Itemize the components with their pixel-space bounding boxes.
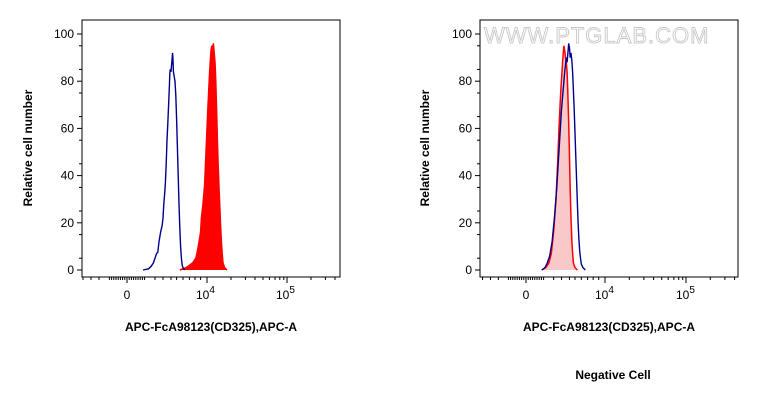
y-axis-title: Relative cell number [21,89,35,206]
x-tick-label-10e4: 104 [196,285,215,302]
x-axis-title: APC-FcA98123(CD325),APC-A [125,320,297,334]
panel-caption: Negative Cell [575,368,650,382]
y-tick-label: 100 [452,27,472,41]
histogram-panel-left: 0 20 40 60 80 100 0 104 105 APC-FcA98123(CD32… [21,19,341,334]
y-tick-label: 100 [54,27,74,41]
series-layer [541,43,586,271]
series-sample-outline [179,43,228,271]
x-tick-label-0: 0 [523,288,530,302]
x-tick-label-10e5: 105 [676,285,695,302]
y-tick-label: 60 [61,121,75,135]
y-axis-ticks: 0 20 40 60 80 100 [452,27,480,277]
y-axis-ticks: 0 20 40 60 80 100 [54,27,82,277]
y-tick-label: 80 [61,74,75,88]
x-tick-label-10e4: 104 [595,285,614,302]
y-tick-label: 0 [465,263,472,277]
y-tick-label: 20 [459,216,473,230]
series-layer [142,43,228,271]
plot-frame [479,19,739,278]
y-tick-label: 40 [61,169,75,183]
y-tick-label: 40 [459,169,473,183]
y-tick-label: 60 [459,121,473,135]
histogram-panel-right: WWW.PTGLAB.COM 0 20 40 60 80 100 0 104 105 AP… [418,19,739,382]
y-tick-label: 0 [67,263,74,277]
x-tick-label-10e5: 105 [276,285,295,302]
series-sample-fill [179,43,227,271]
y-axis-title: Relative cell number [418,89,432,206]
series-control-line [142,52,186,271]
x-axis-ticks [82,277,336,283]
x-axis-ticks [482,277,736,283]
plot-frame [81,19,341,278]
watermark: WWW.PTGLAB.COM [484,23,709,48]
y-tick-label: 20 [61,216,75,230]
x-axis-title: APC-FcA98123(CD325),APC-A [523,320,695,334]
series-control-line [541,43,586,271]
series-sample-fill [541,45,578,270]
x-tick-label-0: 0 [124,288,131,302]
y-tick-label: 80 [459,74,473,88]
